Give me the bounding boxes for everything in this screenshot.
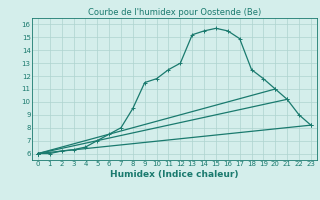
Title: Courbe de l'humidex pour Oostende (Be): Courbe de l'humidex pour Oostende (Be) [88, 8, 261, 17]
X-axis label: Humidex (Indice chaleur): Humidex (Indice chaleur) [110, 170, 239, 179]
